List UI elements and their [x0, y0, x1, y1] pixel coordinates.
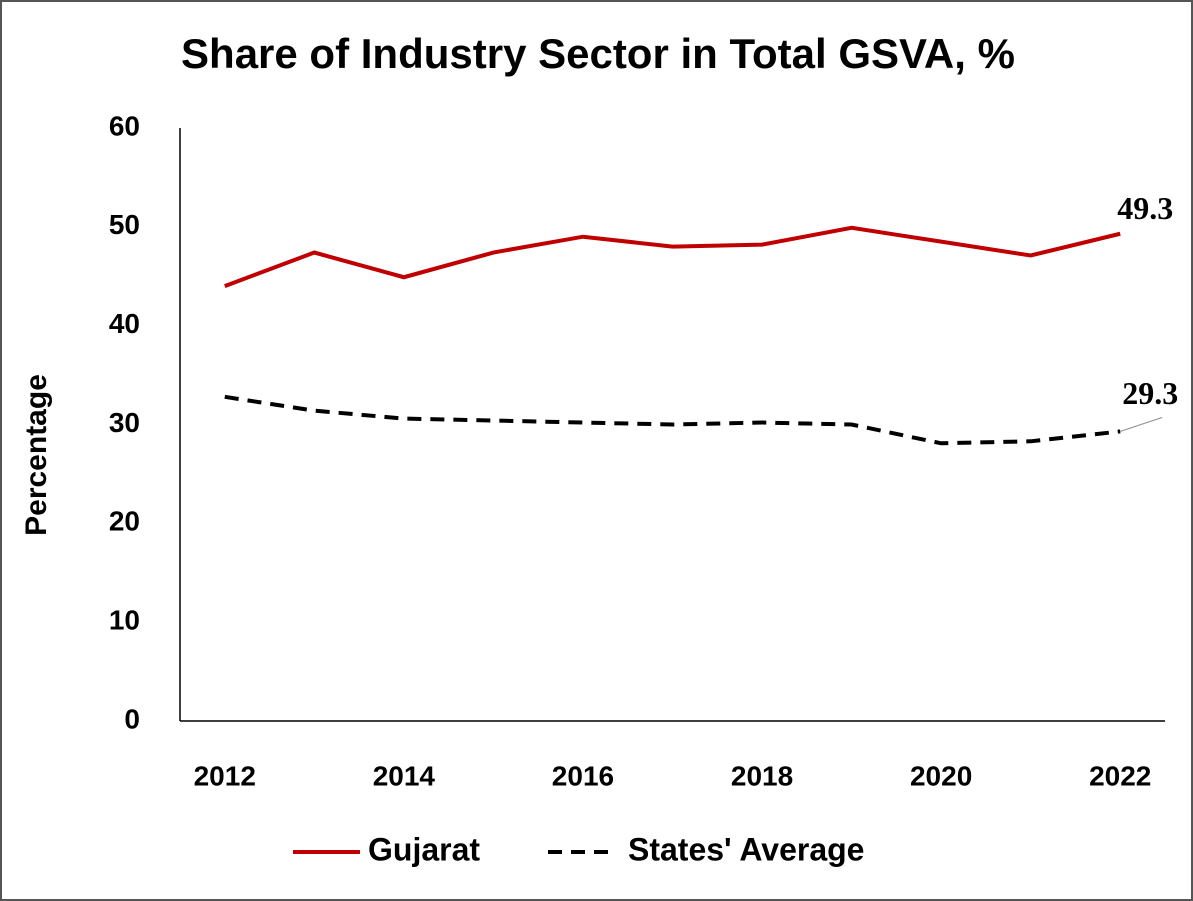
- x-tick-label: 2022: [1089, 760, 1151, 791]
- y-tick-label: 60: [109, 110, 140, 141]
- series-line: [224, 225, 1121, 289]
- y-tick-label: 10: [109, 605, 140, 636]
- chart-title: Share of Industry Sector in Total GSVA, …: [181, 30, 1015, 77]
- x-tick-label: 2014: [373, 760, 436, 791]
- x-tick-label: 2020: [910, 760, 972, 791]
- y-tick-label: 40: [109, 308, 140, 339]
- y-axis-label: Percentage: [20, 374, 53, 536]
- y-tick-label: 20: [109, 506, 140, 537]
- x-tick-label: 2012: [194, 760, 256, 791]
- data-label: 29.3: [1122, 375, 1178, 411]
- y-tick-label: 0: [124, 703, 140, 734]
- y-tick-label: 30: [109, 407, 140, 438]
- x-tick-label: 2016: [552, 760, 614, 791]
- x-tick-label: 2018: [731, 760, 793, 791]
- y-tick-label: 50: [109, 209, 140, 240]
- leader-line: [1120, 416, 1163, 432]
- data-label: 49.3: [1117, 190, 1173, 226]
- series-line: [224, 394, 1121, 446]
- legend-label: Gujarat: [368, 831, 480, 867]
- legend-label: States' Average: [628, 831, 864, 867]
